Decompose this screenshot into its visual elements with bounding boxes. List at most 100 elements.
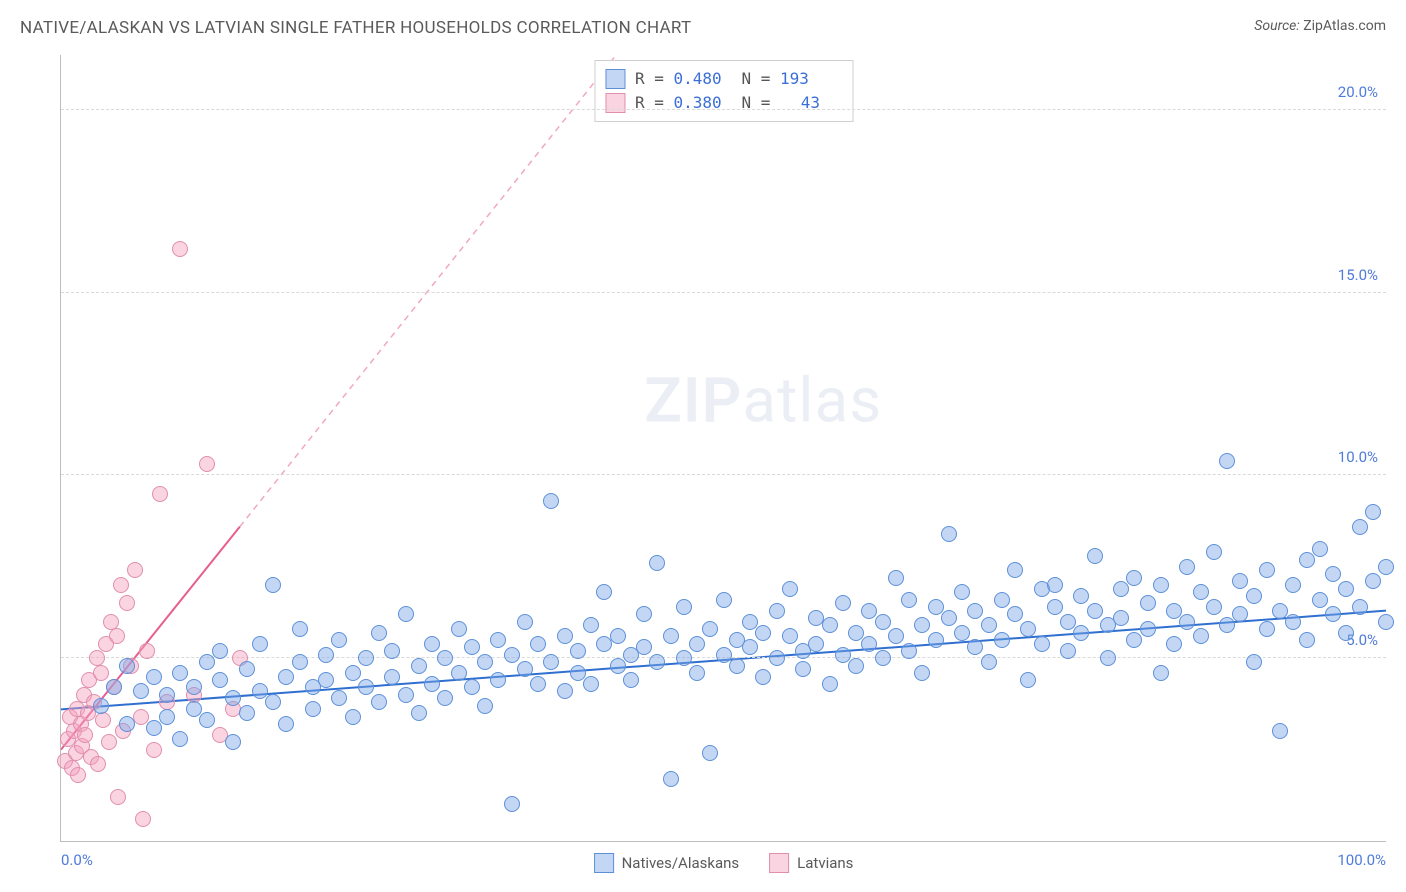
data-point-natives xyxy=(239,705,255,721)
data-point-natives xyxy=(371,625,387,641)
data-point-natives xyxy=(610,628,626,644)
data-point-natives xyxy=(517,614,533,630)
data-point-natives xyxy=(119,716,135,732)
data-point-natives xyxy=(1246,654,1262,670)
data-point-natives xyxy=(1060,643,1076,659)
data-point-natives xyxy=(1100,650,1116,666)
data-point-natives xyxy=(689,665,705,681)
legend-swatch-latvians-2 xyxy=(769,853,789,873)
legend-row-latvians: R = 0.380 N = 43 xyxy=(605,91,838,115)
data-point-natives xyxy=(159,687,175,703)
watermark-atlas: atlas xyxy=(742,364,882,437)
data-point-natives xyxy=(557,628,573,644)
data-point-natives xyxy=(530,676,546,692)
data-point-natives xyxy=(822,617,838,633)
data-point-natives xyxy=(1113,610,1129,626)
data-point-natives xyxy=(1140,595,1156,611)
data-point-natives xyxy=(411,658,427,674)
data-point-natives xyxy=(1246,588,1262,604)
data-point-natives xyxy=(411,705,427,721)
data-point-natives xyxy=(517,661,533,677)
data-point-natives xyxy=(954,625,970,641)
data-point-natives xyxy=(464,679,480,695)
r-natives: 0.480 xyxy=(674,67,732,91)
data-point-natives xyxy=(782,581,798,597)
data-point-natives xyxy=(875,614,891,630)
x-tick-label: 0.0% xyxy=(61,851,93,869)
data-point-natives xyxy=(702,745,718,761)
data-point-natives xyxy=(464,639,480,655)
data-point-natives xyxy=(1272,723,1288,739)
legend-row-natives: R = 0.480 N = 193 xyxy=(605,67,838,91)
data-point-natives xyxy=(398,687,414,703)
data-point-natives xyxy=(1007,562,1023,578)
data-point-natives xyxy=(252,636,268,652)
data-point-natives xyxy=(225,690,241,706)
data-point-natives xyxy=(967,639,983,655)
data-point-natives xyxy=(875,650,891,666)
data-point-natives xyxy=(649,555,665,571)
data-point-natives xyxy=(1047,599,1063,615)
data-point-natives xyxy=(384,669,400,685)
data-point-natives xyxy=(1219,453,1235,469)
data-point-natives xyxy=(742,639,758,655)
data-point-latvians xyxy=(93,665,109,681)
data-point-natives xyxy=(769,650,785,666)
data-point-natives xyxy=(663,771,679,787)
data-point-latvians xyxy=(101,734,117,750)
data-point-natives xyxy=(543,493,559,509)
data-point-natives xyxy=(663,628,679,644)
data-point-natives xyxy=(504,647,520,663)
trend-lines xyxy=(61,55,1386,841)
y-tick-label: 20.0% xyxy=(1338,83,1378,101)
data-point-natives xyxy=(888,570,904,586)
y-tick-label: 15.0% xyxy=(1338,266,1378,284)
data-point-natives xyxy=(676,599,692,615)
data-point-natives xyxy=(1325,606,1341,622)
data-point-latvians xyxy=(103,614,119,630)
x-tick-label: 100.0% xyxy=(1337,851,1386,869)
data-point-natives xyxy=(437,690,453,706)
data-point-natives xyxy=(583,676,599,692)
data-point-natives xyxy=(106,679,122,695)
data-point-natives xyxy=(490,672,506,688)
data-point-natives xyxy=(133,683,149,699)
data-point-natives xyxy=(1219,617,1235,633)
data-point-natives xyxy=(848,658,864,674)
data-point-natives xyxy=(1325,566,1341,582)
data-point-natives xyxy=(490,632,506,648)
data-point-natives xyxy=(1073,625,1089,641)
data-point-natives xyxy=(755,669,771,685)
y-tick-label: 10.0% xyxy=(1338,448,1378,466)
data-point-natives xyxy=(371,694,387,710)
data-point-latvians xyxy=(139,643,155,659)
data-point-natives xyxy=(914,665,930,681)
data-point-natives xyxy=(318,672,334,688)
chart: Single Father Households ZIPatlas R = 0.… xyxy=(20,55,1386,882)
data-point-natives xyxy=(1140,621,1156,637)
data-point-natives xyxy=(795,661,811,677)
data-point-natives xyxy=(477,654,493,670)
data-point-natives xyxy=(583,617,599,633)
data-point-natives xyxy=(278,716,294,732)
data-point-natives xyxy=(345,665,361,681)
data-point-natives xyxy=(1285,614,1301,630)
data-point-natives xyxy=(981,654,997,670)
data-point-natives xyxy=(729,658,745,674)
data-point-natives xyxy=(1365,573,1381,589)
data-point-natives xyxy=(901,592,917,608)
data-point-natives xyxy=(914,617,930,633)
data-point-natives xyxy=(981,617,997,633)
data-point-natives xyxy=(93,698,109,714)
data-point-natives xyxy=(358,650,374,666)
data-point-natives xyxy=(1034,636,1050,652)
data-point-natives xyxy=(265,694,281,710)
data-point-natives xyxy=(331,632,347,648)
data-point-natives xyxy=(1020,672,1036,688)
data-point-natives xyxy=(808,636,824,652)
data-point-natives xyxy=(1259,621,1275,637)
watermark-zip: ZIP xyxy=(644,364,742,437)
data-point-natives xyxy=(1285,577,1301,593)
data-point-natives xyxy=(1338,625,1354,641)
gridline xyxy=(61,292,1386,293)
